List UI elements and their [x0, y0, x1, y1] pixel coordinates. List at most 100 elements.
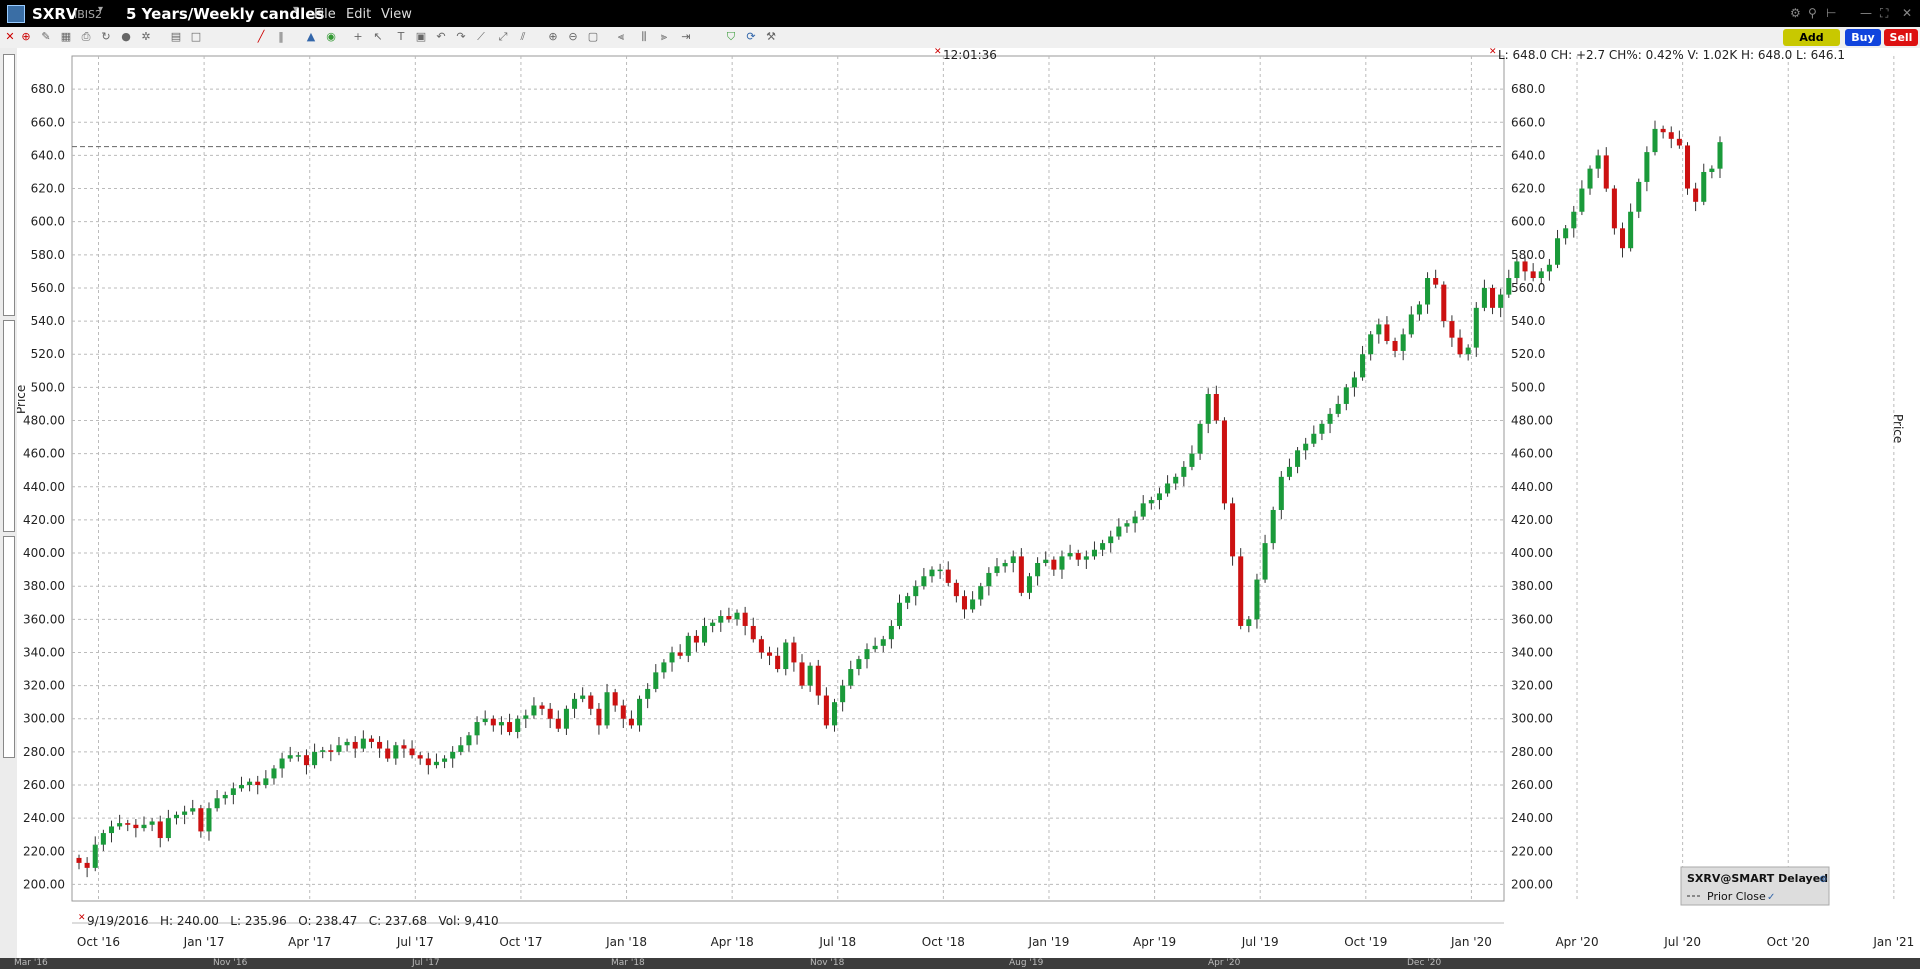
close-icon[interactable]: ✕	[1902, 6, 1913, 20]
candle-body	[791, 642, 797, 663]
circle-icon[interactable]: ●	[121, 30, 131, 43]
symbol-dropdown-icon[interactable]: ▾	[98, 4, 104, 15]
scroll-segment[interactable]	[3, 536, 15, 758]
link-icon[interactable]: ⚲	[1808, 6, 1817, 20]
close-info-icon[interactable]: ✕	[78, 913, 86, 923]
shield-icon[interactable]: ⛉	[726, 30, 736, 43]
chart-svg[interactable]: 200.00 220.00 240.00 260.00 280.00 300.00 320.…	[14, 47, 1920, 958]
candle-body	[523, 715, 529, 719]
y-tick-label: 480.00	[23, 414, 65, 428]
text-tool-icon[interactable]: T	[397, 30, 405, 43]
y-axis-title-left: Price	[17, 385, 28, 414]
menu-view[interactable]: View	[381, 7, 412, 22]
menu-file[interactable]: File	[314, 7, 336, 22]
navigator-bar[interactable]: Mar '16 Nov '16 Jul '17 Mar '18 Nov '18 Aug '…	[0, 958, 1920, 969]
price-chart[interactable]: 200.00 220.00 240.00 260.00 280.00 300.00 320.…	[14, 47, 1920, 958]
zoom-in-icon[interactable]: ⊕	[548, 30, 558, 43]
candle-body	[799, 662, 805, 686]
legend-box[interactable]: SXRV@SMART Delayed ⊛ Prior Close ✓	[1680, 866, 1830, 906]
candle-body	[1579, 188, 1585, 212]
candle-body	[953, 582, 959, 597]
left-scroll-strip[interactable]	[0, 48, 18, 958]
candle-body	[1709, 168, 1715, 172]
layout-icon[interactable]: ▤	[170, 30, 182, 43]
symbol-label[interactable]: SXRV	[32, 5, 78, 23]
y-tick-label: 340.00	[1511, 645, 1553, 659]
align-center-icon[interactable]: ⫼	[641, 30, 647, 43]
refresh-icon[interactable]: ↻	[101, 30, 111, 43]
undo-icon[interactable]: ↶	[436, 30, 446, 43]
legend-check-icon[interactable]: ✓	[1767, 892, 1775, 903]
candle-body	[108, 826, 115, 834]
candle-body	[1490, 287, 1496, 308]
y-tick-label: 400.00	[23, 546, 65, 560]
y-tick-label: 320.00	[1511, 679, 1553, 693]
y-tick-label: 600.0	[1511, 215, 1545, 229]
trendline-icon[interactable]: ⟋	[477, 30, 485, 43]
zoom-out-icon[interactable]: ⊖	[568, 30, 578, 43]
legend-link-icon[interactable]: ⊛	[1819, 874, 1827, 885]
channel-icon[interactable]: ⫽	[520, 30, 526, 43]
area-icon[interactable]: ▲	[306, 30, 316, 43]
candle-body	[507, 722, 513, 732]
print-icon[interactable]: ⎙	[81, 30, 91, 43]
scroll-end-icon[interactable]: ⇥	[681, 30, 691, 43]
cross-icon[interactable]: +	[353, 30, 363, 43]
crosshair-icon[interactable]: ⊕	[21, 30, 31, 43]
candle-body	[1246, 619, 1252, 626]
minimize-icon[interactable]: —	[1860, 6, 1872, 20]
y-tick-label: 260.00	[1511, 778, 1553, 792]
x-tick-label: Jul '18	[818, 935, 856, 949]
scroll-segment[interactable]	[3, 320, 15, 532]
candle-body	[320, 750, 326, 752]
candle-body	[84, 862, 90, 868]
period-dropdown-icon[interactable]: ▾	[293, 4, 299, 15]
settings-icon[interactable]: ⚙	[1790, 6, 1801, 20]
candle-body	[1636, 181, 1642, 212]
pin-icon[interactable]: ⊢	[1826, 6, 1837, 20]
pointer-icon[interactable]: ↖	[373, 30, 383, 43]
candle-body	[1684, 145, 1691, 189]
zoom-fit-icon[interactable]: ▢	[587, 30, 599, 43]
menu-edit[interactable]: Edit	[346, 7, 372, 22]
period-selector[interactable]: 5 Years/Weekly candles	[126, 5, 325, 23]
redo-icon[interactable]: ↷	[456, 30, 466, 43]
candle-body	[864, 649, 870, 660]
close-chart-icon[interactable]: ✕	[5, 30, 15, 43]
candle-body	[848, 669, 854, 686]
blank-icon[interactable]: □	[190, 30, 202, 43]
settings-tool-icon[interactable]: ✲	[141, 30, 151, 43]
align-left-icon[interactable]: ⫷	[617, 30, 625, 43]
wrench-icon[interactable]: ⚒	[766, 30, 776, 43]
close-time-icon[interactable]: ✕	[934, 47, 942, 57]
annotation-icon[interactable]: ▣	[415, 30, 427, 43]
align-right-icon[interactable]: ⫸	[660, 30, 668, 43]
x-tick-label: Jan '19	[1028, 935, 1070, 949]
color-icon[interactable]: ✎	[41, 30, 51, 43]
buy-button[interactable]: Buy	[1845, 29, 1881, 46]
close-quote-icon[interactable]: ✕	[1489, 47, 1497, 57]
candle-body	[978, 586, 984, 600]
candle-body	[1156, 493, 1162, 501]
candle-body	[1091, 549, 1097, 557]
bar-info-label: 9/19/2016 H: 240.00 L: 235.96 O: 238.47 …	[87, 914, 499, 928]
scroll-segment[interactable]	[3, 54, 15, 316]
maximize-icon[interactable]: ⛶	[1880, 6, 1889, 20]
ray-icon[interactable]: ⤢	[498, 30, 508, 43]
x-tick-label: Apr '17	[288, 935, 331, 949]
candle-body	[490, 718, 496, 726]
bars-icon[interactable]: ‖	[278, 30, 284, 43]
legend-prior-close: Prior Close	[1707, 890, 1766, 903]
candle-body	[401, 745, 407, 749]
candle-body	[685, 635, 691, 656]
sell-button[interactable]: Sell	[1884, 29, 1918, 46]
add-alert-button[interactable]: Add Alert	[1783, 29, 1840, 61]
candle-body	[653, 672, 659, 689]
candle-body	[1668, 132, 1674, 139]
y-tick-label: 320.00	[23, 679, 65, 693]
grid-icon[interactable]: ▦	[60, 30, 72, 43]
candle-body	[287, 755, 293, 759]
draw-line-icon[interactable]: ╱	[257, 30, 265, 43]
indicator-icon[interactable]: ◉	[326, 30, 336, 43]
sync-icon[interactable]: ⟳	[746, 30, 756, 43]
